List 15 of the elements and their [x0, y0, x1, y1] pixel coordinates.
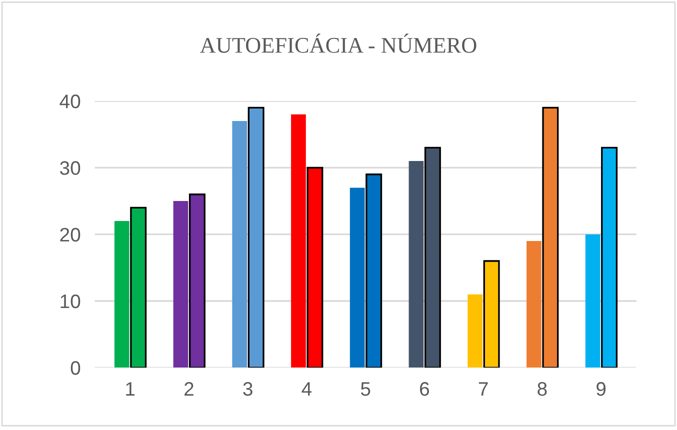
x-tick-label: 2 [184, 382, 194, 396]
x-tick-label: 9 [596, 382, 606, 396]
x-tick-label: 5 [360, 382, 370, 396]
y-tick-label: 20 [60, 228, 80, 242]
x-tick-label: 6 [420, 382, 429, 396]
x-tick-label: 8 [538, 382, 547, 396]
chart-title: AUTOEFICÁCIA - NÚMERO [200, 34, 476, 53]
x-tick-label: 3 [243, 382, 252, 396]
x-tick-label: 7 [478, 382, 488, 396]
y-tick-label: 30 [60, 161, 80, 175]
x-tick-label: 1 [126, 382, 135, 396]
x-tick-label: 4 [302, 382, 312, 396]
y-tick-label: 40 [60, 94, 80, 108]
y-tick-label: 0 [70, 361, 80, 375]
y-tick-label: 10 [60, 294, 80, 308]
